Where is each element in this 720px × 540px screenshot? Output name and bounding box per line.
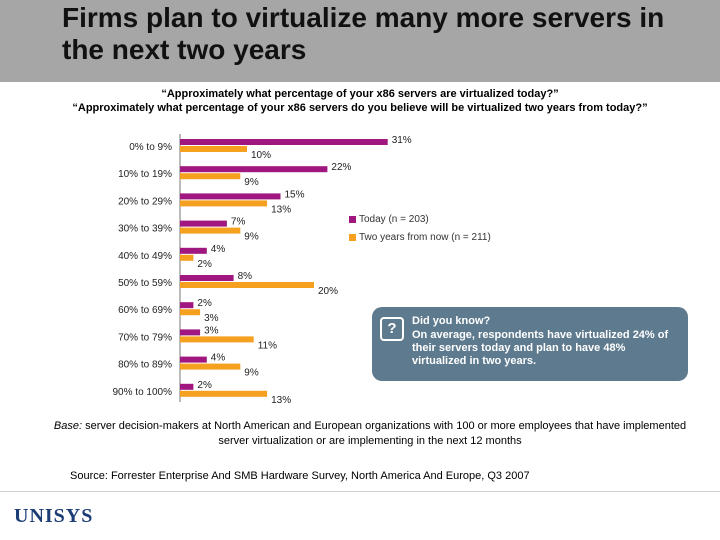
data-label-today: 7% [231,217,246,228]
data-label-today: 4% [211,244,226,255]
bar-two-years [180,309,201,316]
question-mark-icon: ? [380,317,404,341]
survey-question-two-years: “Approximately what percentage of your x… [72,102,648,114]
category-label: 30% to 39% [118,224,172,235]
bar-today [180,329,201,336]
data-label-today: 15% [285,189,305,200]
data-label-two-years: 9% [244,232,259,243]
data-label-two-years: 3% [204,313,219,324]
bar-today [180,275,234,281]
bar-today [180,356,207,363]
data-label-two-years: 9% [244,368,259,379]
bar-today [180,247,207,254]
data-label-two-years: 20% [318,286,338,297]
category-label: 50% to 59% [118,278,172,289]
bar-two-years [180,254,194,261]
legend-item-two-years: Two years from now (n = 211) [349,232,491,243]
category-label: 40% to 49% [118,251,172,262]
legend-label-today: Today (n = 203) [359,214,429,225]
bar-two-years [180,282,314,288]
bar-today [180,220,227,227]
page-title: Firms plan to virtualize many more serve… [62,2,665,65]
data-label-two-years: 11% [258,340,277,351]
legend-swatch-today [349,215,356,223]
bar-today [180,166,328,173]
data-label-today: 2% [197,298,212,309]
bar-today [180,383,194,390]
bar-two-years [180,227,241,234]
bar-two-years [180,173,241,180]
survey-question-today: “Approximately what percentage of your x… [161,88,559,100]
legend-label-two-years: Two years from now (n = 211) [359,232,491,243]
title-banner [0,0,720,82]
callout-title: Did you know? [412,315,491,327]
callout-body: On average, respondents have virtualized… [412,329,669,367]
data-label-today: 8% [238,271,253,282]
category-label: 90% to 100% [113,387,173,398]
data-label-two-years: 13% [271,395,291,406]
data-label-today: 31% [392,135,412,146]
base-note-text: server decision-makers at North American… [85,420,687,447]
bar-two-years [180,336,254,343]
did-you-know-callout: ? Did you know? On average, respondents … [372,307,688,381]
bar-chart: 0% to 9% 31% 10% 10% to 19% 22% 9% 20% to 29% 1… [113,134,412,406]
data-label-two-years: 10% [251,150,271,161]
bar-two-years [180,146,247,152]
bar-today [180,193,281,200]
data-label-today: 3% [204,325,219,336]
base-note-prefix: Base: [53,420,83,432]
category-label: 0% to 9% [129,142,172,153]
legend-item-today: Today (n = 203) [349,214,429,225]
data-label-two-years: 2% [197,259,212,270]
category-label: 60% to 69% [118,305,172,316]
data-label-today: 4% [211,353,226,364]
category-label: 20% to 29% [118,196,172,207]
category-label: 80% to 89% [118,360,172,371]
data-label-today: 22% [331,162,351,173]
bar-two-years [180,200,268,207]
bar-two-years [180,390,268,397]
data-label-two-years: 13% [271,204,291,215]
base-note: Base: server decision-makers at North Am… [40,419,700,449]
bar-two-years [180,363,241,370]
unisys-logo: UNISYS [14,505,94,527]
source-note: Source: Forrester Enterprise And SMB Har… [70,470,530,482]
category-label: 10% to 19% [118,169,172,180]
legend-swatch-two-years [349,233,356,241]
data-label-today: 2% [197,380,212,391]
footer-divider [0,491,720,492]
bar-today [180,139,388,145]
category-label: 70% to 79% [118,332,172,343]
data-label-two-years: 9% [244,177,259,188]
bar-today [180,302,194,309]
